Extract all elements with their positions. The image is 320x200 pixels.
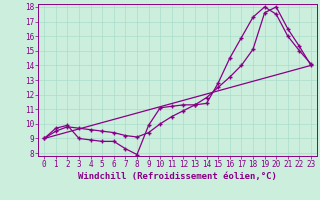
X-axis label: Windchill (Refroidissement éolien,°C): Windchill (Refroidissement éolien,°C) [78,172,277,181]
